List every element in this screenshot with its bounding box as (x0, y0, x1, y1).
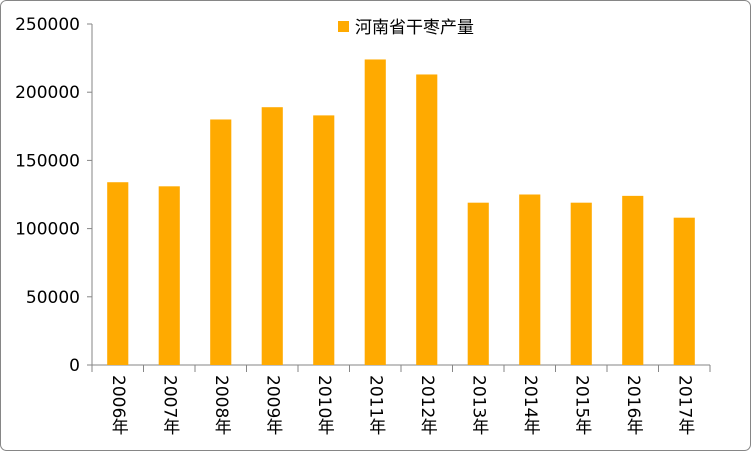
bar (467, 202, 489, 365)
x-tick-label: 2006年 (108, 375, 129, 435)
x-tick-label: 2013年 (468, 375, 489, 435)
bar (210, 119, 232, 365)
x-tick-label: 2007年 (159, 375, 180, 435)
bar (416, 74, 438, 365)
bar (313, 115, 335, 365)
bar (158, 186, 180, 365)
y-tick-label: 100000 (15, 220, 80, 240)
y-tick-label: 50000 (26, 288, 80, 308)
x-tick-label: 2011年 (365, 375, 386, 435)
legend-label: 河南省干枣产量 (355, 18, 474, 38)
bar (673, 217, 695, 365)
bar (570, 202, 592, 365)
bar (261, 107, 283, 365)
x-tick-label: 2012年 (417, 375, 438, 435)
x-tick-label: 2010年 (314, 375, 335, 435)
x-tick-label: 2017年 (674, 375, 695, 435)
bar (622, 195, 644, 365)
y-tick-label: 150000 (15, 151, 80, 171)
legend-swatch (338, 21, 349, 32)
x-tick-label: 2009年 (262, 375, 283, 435)
y-tick-label: 250000 (15, 15, 80, 35)
bar (364, 59, 386, 366)
x-tick-label: 2016年 (623, 375, 644, 435)
x-tick-label: 2015年 (571, 375, 592, 435)
y-tick-label: 0 (69, 356, 80, 376)
bar (519, 194, 541, 365)
bar (107, 182, 129, 365)
y-tick-label: 200000 (15, 83, 80, 103)
x-tick-label: 2008年 (211, 375, 232, 435)
x-tick-label: 2014年 (520, 375, 541, 435)
